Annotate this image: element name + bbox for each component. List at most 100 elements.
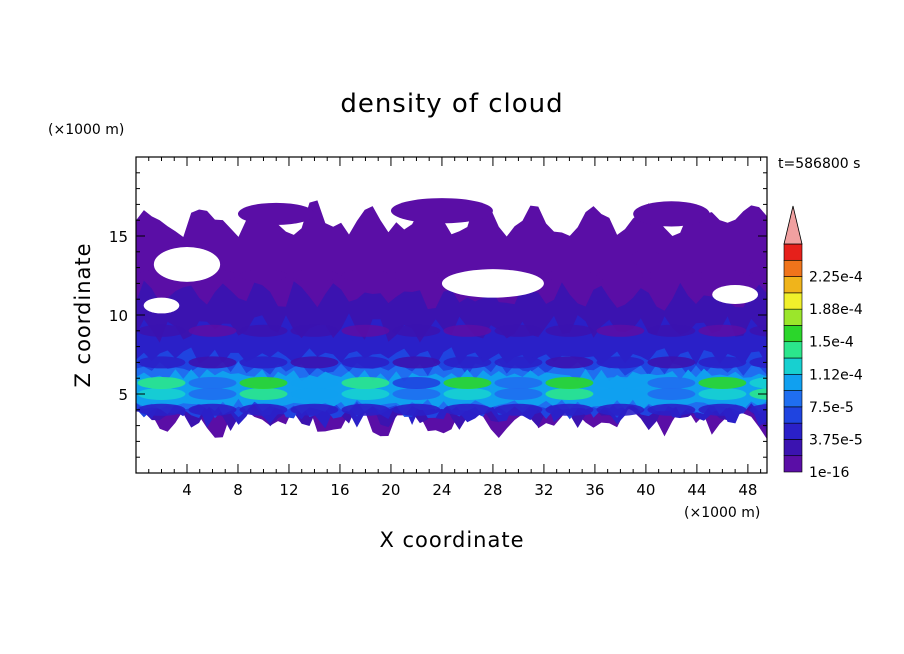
density-cell bbox=[545, 376, 594, 389]
x-tick-label: 12 bbox=[279, 481, 298, 499]
density-cell bbox=[494, 324, 543, 337]
colorbar-swatch bbox=[783, 422, 803, 440]
density-cell bbox=[290, 324, 339, 337]
x-tick-label: 44 bbox=[687, 481, 706, 499]
density-cell bbox=[647, 356, 696, 369]
density-cell bbox=[647, 376, 696, 389]
colorbar-tick-label: 1.88e-4 bbox=[809, 302, 863, 318]
colorbar-tick-label: 1e-16 bbox=[809, 465, 849, 481]
density-cell bbox=[596, 269, 645, 282]
time-label: t=586800 s bbox=[778, 156, 860, 172]
density-cell bbox=[290, 356, 339, 369]
density-cell bbox=[290, 403, 339, 416]
density-cell bbox=[749, 356, 767, 369]
density-cell bbox=[239, 388, 288, 400]
density-cell bbox=[596, 403, 645, 416]
colorbar-tick-label: 2.25e-4 bbox=[809, 270, 863, 286]
density-cell bbox=[494, 403, 543, 416]
density-cell bbox=[188, 403, 237, 416]
x-tick-label: 4 bbox=[182, 481, 192, 499]
x-tick-label: 40 bbox=[636, 481, 655, 499]
colorbar: 2.25e-4 1.88e-4 1.5e-4 1.12e-4 7.5e-5 3.75e-5… bbox=[783, 205, 863, 481]
clear-gap bbox=[143, 297, 180, 314]
density-cell bbox=[545, 356, 594, 369]
density-cell bbox=[239, 356, 288, 369]
density-cell bbox=[545, 403, 594, 416]
x-tick-label: 32 bbox=[534, 481, 553, 499]
colorbar-swatch bbox=[783, 439, 803, 457]
cloud-patch bbox=[390, 198, 493, 224]
colorbar-swatch bbox=[783, 243, 803, 261]
density-cell bbox=[341, 376, 390, 389]
density-cell bbox=[749, 269, 767, 282]
density-cell bbox=[494, 388, 543, 400]
density-field bbox=[136, 198, 767, 440]
x-axis: 4 8 12 16 20 24 28 32 36 40 44 48 bbox=[148, 157, 762, 499]
density-cell bbox=[239, 376, 288, 389]
colorbar-swatch bbox=[783, 292, 803, 310]
density-cell bbox=[137, 356, 186, 369]
density-cell bbox=[443, 356, 492, 369]
density-cell bbox=[137, 403, 186, 416]
density-cell bbox=[545, 388, 594, 400]
colorbar-tick-label: 3.75e-5 bbox=[809, 432, 863, 448]
density-cell bbox=[647, 403, 696, 416]
x-tick-label: 28 bbox=[483, 481, 502, 499]
density-cell bbox=[392, 269, 441, 282]
density-cell bbox=[698, 403, 747, 416]
density-cell bbox=[698, 324, 747, 337]
density-cell bbox=[341, 269, 390, 282]
colorbar-swatch bbox=[783, 373, 803, 391]
density-cell bbox=[392, 324, 441, 337]
density-cell bbox=[188, 324, 237, 337]
x-axis-label: X coordinate bbox=[379, 528, 524, 552]
colorbar-tick-label: 1.12e-4 bbox=[809, 367, 863, 383]
x-tick-label: 24 bbox=[432, 481, 451, 499]
colorbar-swatch bbox=[783, 455, 803, 473]
cloud-patch bbox=[630, 250, 662, 267]
density-cell bbox=[443, 376, 492, 389]
colorbar-swatch bbox=[783, 325, 803, 343]
y-tick-label: 5 bbox=[118, 386, 128, 404]
density-cell bbox=[749, 404, 767, 416]
density-cell bbox=[341, 324, 390, 337]
density-cell bbox=[749, 377, 767, 389]
colorbar-swatch bbox=[783, 276, 803, 294]
colorbar-swatch bbox=[783, 259, 803, 277]
colorbar-swatch bbox=[783, 357, 803, 375]
x-tick-label: 48 bbox=[738, 481, 757, 499]
density-cell bbox=[137, 376, 186, 389]
density-cell bbox=[698, 269, 747, 282]
density-cell bbox=[239, 324, 288, 337]
density-cell bbox=[239, 403, 288, 416]
density-cell bbox=[647, 269, 696, 282]
density-cell bbox=[443, 403, 492, 416]
density-cell bbox=[596, 324, 645, 337]
density-cell bbox=[341, 403, 390, 416]
cloud-patch bbox=[633, 201, 710, 227]
x-tick-label: 36 bbox=[585, 481, 604, 499]
y-axis: 5 10 15 bbox=[109, 172, 767, 458]
density-cell bbox=[188, 388, 237, 400]
cloud-patch bbox=[237, 202, 315, 225]
y-tick-label: 10 bbox=[109, 307, 128, 325]
density-cell bbox=[494, 356, 543, 369]
x-tick-label: 8 bbox=[233, 481, 243, 499]
colorbar-swatch bbox=[783, 308, 803, 326]
colorbar-swatch bbox=[783, 406, 803, 424]
density-cell bbox=[392, 376, 441, 389]
density-cell bbox=[188, 376, 237, 389]
density-cell bbox=[341, 388, 390, 400]
clear-gap bbox=[712, 284, 759, 304]
colorbar-swatch bbox=[783, 341, 803, 359]
density-cell bbox=[545, 324, 594, 337]
density-cell bbox=[290, 388, 339, 400]
colorbar-tick-label: 7.5e-5 bbox=[809, 400, 854, 416]
density-cell bbox=[494, 376, 543, 389]
x-unit-label: (×1000 m) bbox=[684, 505, 760, 521]
density-cell bbox=[137, 324, 186, 337]
density-cell bbox=[698, 388, 747, 400]
density-cell bbox=[239, 269, 288, 282]
x-tick-label: 16 bbox=[330, 481, 349, 499]
